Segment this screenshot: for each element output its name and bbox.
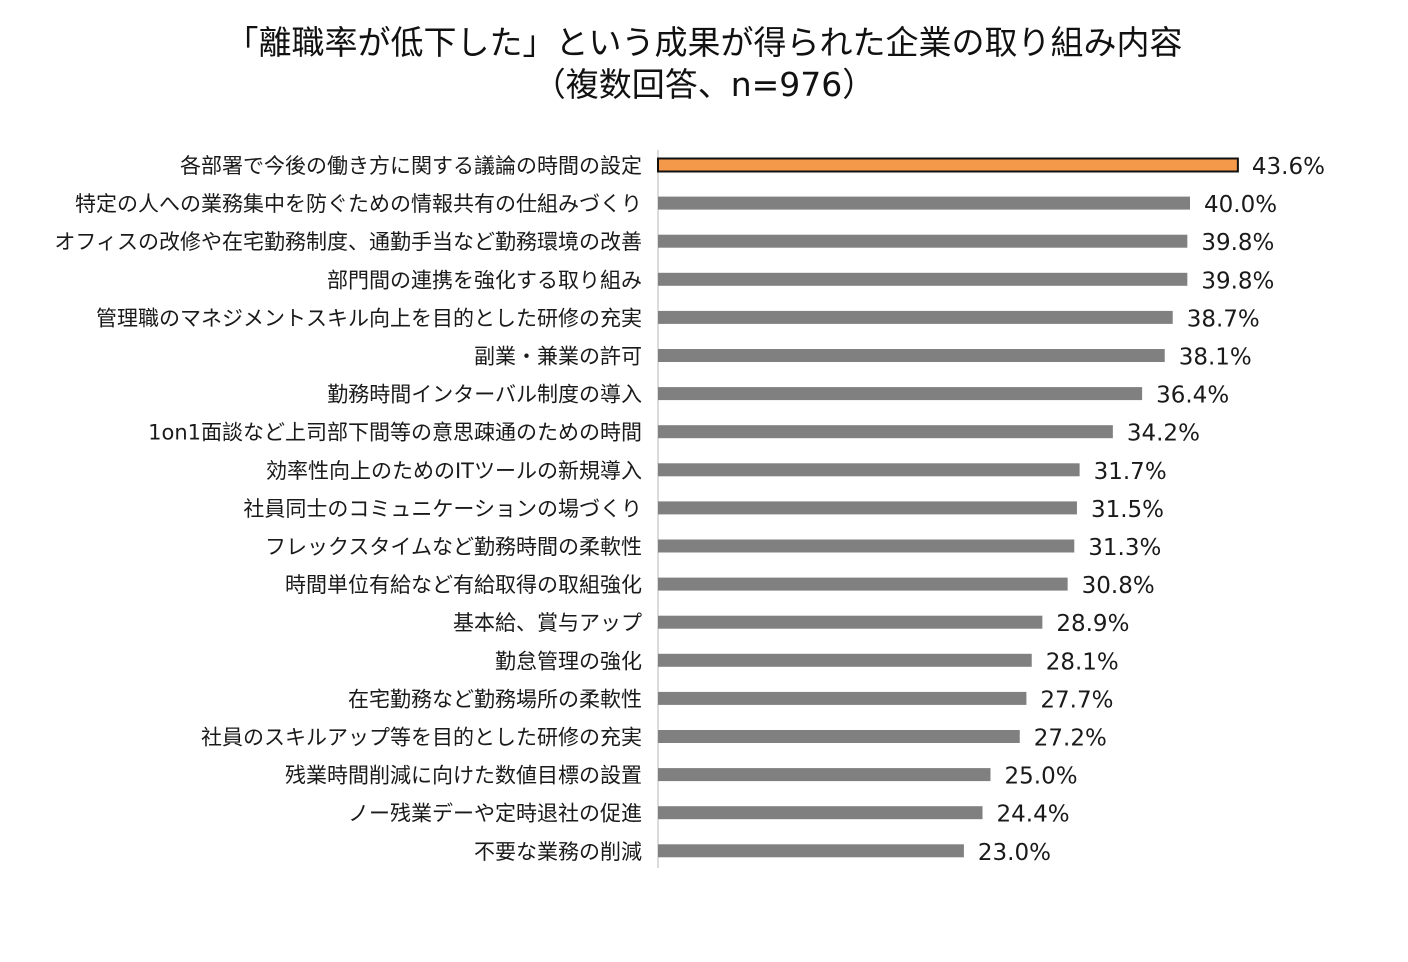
category-label: 効率性向上のためのITツールの新規導入 (266, 459, 642, 483)
value-label: 39.8% (1201, 268, 1274, 294)
category-label: 社員同士のコミュニケーションの場づくり (243, 497, 642, 521)
bar (658, 234, 1188, 248)
category-label: 各部署で今後の働き方に関する議論の時間の設定 (180, 154, 642, 178)
value-label: 34.2% (1127, 421, 1200, 447)
bar (658, 501, 1077, 515)
bar (658, 806, 983, 820)
value-label: 31.5% (1091, 497, 1164, 523)
value-label: 24.4% (997, 802, 1070, 828)
category-label: 部門間の連携を強化する取り組み (327, 268, 642, 292)
bar (658, 768, 991, 782)
category-label: 特定の人への業務集中を防ぐための情報共有の仕組みづくり (75, 192, 642, 216)
value-label: 38.7% (1187, 306, 1260, 332)
category-label: オフィスの改修や在宅勤務制度、通勤手当など勤務環境の改善 (54, 230, 642, 254)
category-label: 時間単位有給など有給取得の取組強化 (285, 573, 642, 597)
value-label: 28.1% (1046, 649, 1119, 675)
value-label: 30.8% (1082, 573, 1155, 599)
value-label: 38.1% (1179, 345, 1252, 371)
bar (658, 425, 1113, 439)
value-label: 31.7% (1094, 459, 1167, 485)
category-label: 社員のスキルアップ等を目的とした研修の充実 (201, 726, 642, 750)
value-label: 43.6% (1252, 154, 1325, 180)
bar-highlight (657, 157, 1239, 173)
bar (658, 196, 1190, 210)
category-label: フレックスタイムなど勤務時間の柔軟性 (265, 535, 642, 559)
chart-title: 「離職率が低下した」という成果が得られた企業の取り組み内容 (225, 23, 1183, 62)
bar (658, 691, 1027, 705)
category-label: 残業時間削減に向けた数値目標の設置 (285, 764, 642, 788)
chart-subtitle: （複数回答、n=976） (532, 65, 876, 104)
category-label: 勤務時間インターバル制度の導入 (327, 383, 642, 407)
category-label: ノー残業デーや定時退社の促進 (348, 802, 642, 826)
bar (658, 539, 1075, 553)
category-label: 勤怠管理の強化 (495, 649, 642, 673)
value-label: 36.4% (1156, 383, 1229, 409)
value-label: 27.2% (1034, 726, 1107, 752)
value-label: 25.0% (1005, 764, 1078, 790)
bar (658, 310, 1173, 324)
bar (658, 387, 1143, 401)
category-label: 副業・兼業の許可 (474, 345, 642, 369)
bar (658, 349, 1165, 362)
category-label: 管理職のマネジメントスキル向上を目的とした研修の充実 (96, 306, 642, 330)
category-label: 不要な業務の削減 (474, 840, 642, 864)
bar (658, 653, 1032, 667)
bar (658, 730, 1020, 743)
value-label: 40.0% (1204, 192, 1277, 218)
value-label: 23.0% (978, 840, 1051, 866)
chart-title-block: 「離職率が低下した」という成果が得られた企業の取り組み内容 （複数回答、n=97… (0, 22, 1408, 106)
bar (658, 272, 1188, 286)
category-label: 基本給、賞与アップ (453, 611, 642, 635)
category-label: 在宅勤務など勤務場所の柔軟性 (348, 687, 642, 711)
bar (658, 577, 1068, 591)
bar (658, 615, 1043, 629)
bar (658, 844, 964, 858)
value-label: 39.8% (1201, 230, 1274, 256)
value-label: 27.7% (1040, 687, 1113, 713)
bar (658, 463, 1080, 477)
category-label: 1on1面談など上司部下間等の意思疎通のための時間 (148, 421, 642, 445)
value-label: 31.3% (1088, 535, 1161, 561)
value-label: 28.9% (1056, 611, 1129, 637)
